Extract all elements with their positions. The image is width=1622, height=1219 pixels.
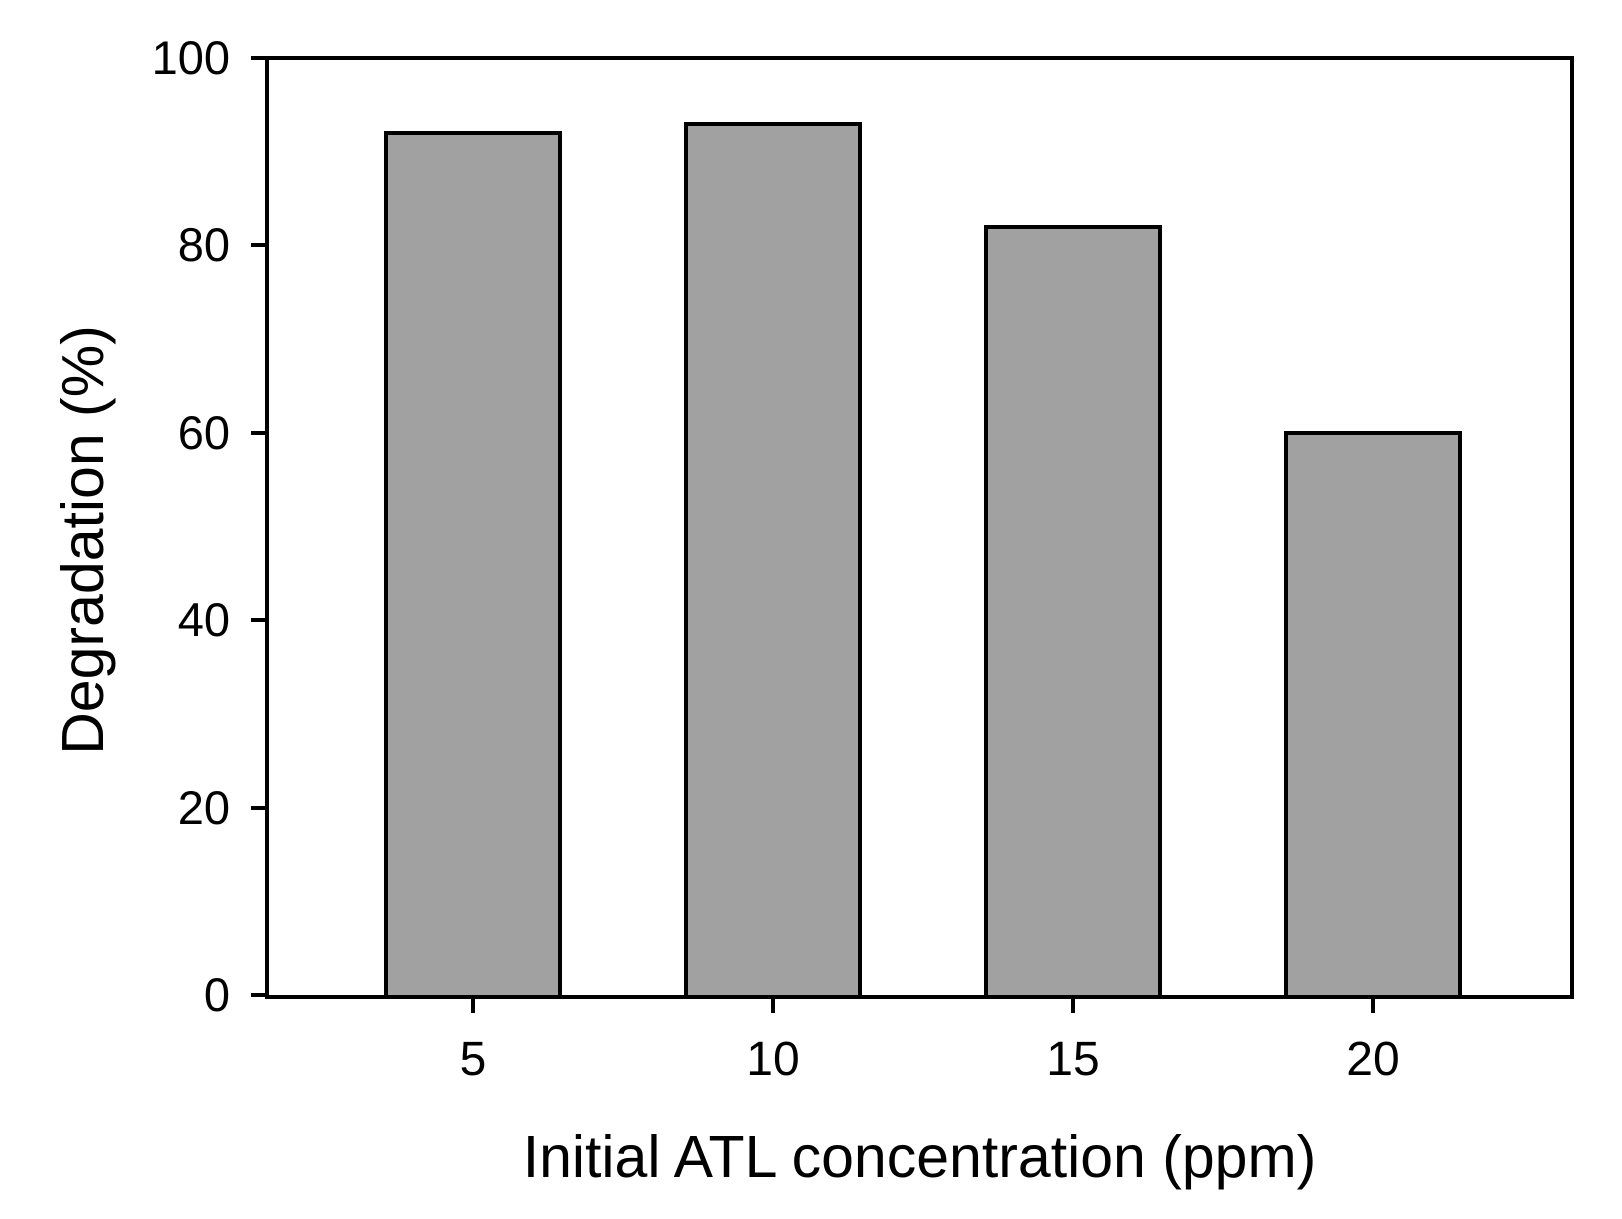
y-tick	[251, 993, 265, 997]
x-axis-title: Initial ATL concentration (ppm)	[522, 1124, 1317, 1190]
bar	[984, 225, 1162, 999]
y-tick-label: 20	[177, 781, 230, 834]
y-tick	[251, 618, 265, 622]
bar	[1284, 431, 1462, 999]
y-tick-label: 0	[203, 968, 230, 1021]
x-tick	[1371, 999, 1375, 1013]
y-axis-title: Degradation (%)	[50, 325, 116, 755]
x-tick-label: 5	[459, 1033, 487, 1086]
x-tick-label: 20	[1346, 1033, 1400, 1086]
bar	[684, 122, 862, 999]
y-tick-label: 40	[177, 593, 230, 646]
y-tick	[251, 806, 265, 810]
plot-area	[265, 56, 1574, 999]
y-tick	[251, 243, 265, 247]
y-tick-label: 100	[151, 31, 230, 84]
x-tick	[1071, 999, 1075, 1013]
y-tick	[251, 431, 265, 435]
y-tick-label: 60	[177, 406, 230, 459]
x-tick-label: 10	[746, 1033, 800, 1086]
y-tick-label: 80	[177, 218, 230, 271]
x-tick-label: 15	[1046, 1033, 1100, 1086]
y-tick	[251, 56, 265, 60]
x-tick	[771, 999, 775, 1013]
x-tick	[471, 999, 475, 1013]
bar	[384, 131, 562, 999]
